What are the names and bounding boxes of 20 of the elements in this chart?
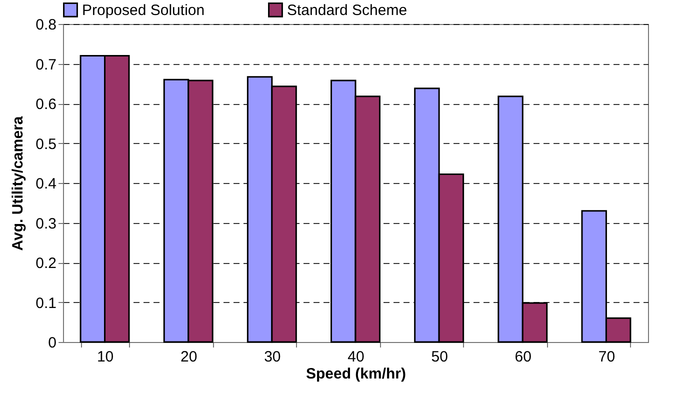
y-axis-title: Avg. Utility/camera <box>10 116 27 251</box>
x-tick-label: 60 <box>514 348 532 366</box>
y-tick-label: 0.1 <box>36 294 56 312</box>
x-tick-label: 10 <box>96 348 114 366</box>
y-tick-label: 0.8 <box>36 16 56 34</box>
x-tick-label: 70 <box>598 348 616 366</box>
x-axis-title: Speed (km/hr) <box>306 366 406 382</box>
y-tick-label: 0 <box>48 334 56 352</box>
y-tick-label: 0.4 <box>36 176 56 192</box>
y-tick-label: 0.7 <box>36 56 56 74</box>
y-tick-label: 0.6 <box>36 96 56 113</box>
y-tick-label: 0.3 <box>36 215 56 232</box>
legend-label: Standard Scheme <box>287 2 408 19</box>
x-tick-label: 40 <box>348 348 364 366</box>
x-tick-label: 50 <box>431 348 448 366</box>
x-tick-label: 20 <box>180 348 198 366</box>
legend-label: Proposed Solution <box>82 2 205 19</box>
y-tick-label: 0.5 <box>36 136 56 153</box>
y-tick-label: 0.2 <box>36 255 56 272</box>
x-tick-label: 30 <box>264 348 281 366</box>
